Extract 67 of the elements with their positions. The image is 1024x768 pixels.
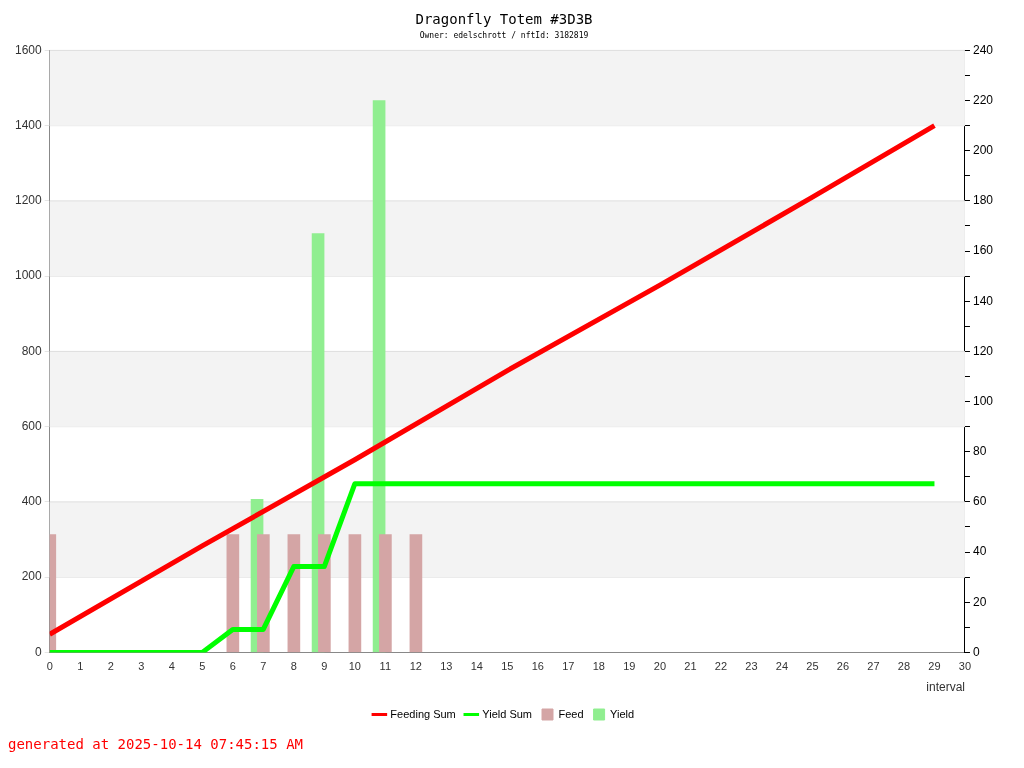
x-tick-label: 26 (836, 660, 850, 673)
bar (409, 534, 423, 653)
y-tick-label: 1200 (14, 193, 43, 208)
x-tick-label: 27 (867, 660, 880, 673)
x-tick-label: 30 (958, 660, 972, 673)
y2-tick-label: 200 (972, 143, 994, 158)
x-tick-label: 22 (714, 660, 728, 673)
x-tick-label: 21 (684, 660, 697, 673)
y2-tick-label: 0 (972, 644, 980, 659)
x-tick-label: 15 (501, 660, 514, 673)
x-tick-label: 10 (348, 660, 361, 673)
legend-label: Yield Sum (482, 707, 533, 720)
y-tick-label: 200 (21, 569, 43, 584)
x-tick-label: 8 (290, 660, 297, 673)
y2-tick-label: 140 (972, 293, 994, 308)
y-tick-label: 1400 (14, 117, 43, 132)
x-tick-label: 0 (46, 660, 53, 673)
bar (318, 534, 331, 653)
x-tick-label: 20 (653, 660, 667, 673)
y-tick-label: 600 (21, 418, 43, 433)
x-tick-label: 14 (470, 660, 483, 673)
x-tick-label: 28 (897, 660, 911, 673)
y2-tick-label: 220 (972, 92, 994, 107)
x-tick-label: 25 (806, 660, 819, 673)
x-tick-label: 4 (168, 660, 175, 673)
x-tick-label: 12 (409, 660, 422, 673)
x-axis-title: interval (926, 680, 965, 695)
text: generated at 2025-10-14 07:45:15 AM (8, 736, 304, 752)
x-tick-label: 18 (592, 660, 605, 673)
x-tick-label: 16 (531, 660, 544, 673)
y2-tick-label: 60 (972, 494, 987, 509)
y-tick-label: 1000 (14, 268, 43, 283)
chart-title: Dragonfly Totem #3D3B (415, 11, 593, 28)
chart-subtitle: Owner: edelschrott / nftId: 3182819 (419, 30, 589, 40)
x-tick-label: 9 (321, 660, 328, 673)
x-tick-label: 17 (562, 660, 575, 673)
x-tick-label: 13 (440, 660, 453, 673)
x-tick-label: 2 (107, 660, 114, 673)
bar (379, 534, 392, 653)
x-tick-label: 6 (229, 660, 236, 673)
y2-tick-label: 40 (972, 544, 987, 559)
y2-tick-label: 120 (972, 343, 994, 358)
x-tick-label: 5 (199, 660, 206, 673)
y-tick-label: 400 (21, 494, 43, 509)
y2-tick-label: 80 (972, 444, 987, 459)
x-tick-label: 3 (138, 660, 145, 673)
x-tick-label: 19 (623, 660, 636, 673)
y2-tick-label: 160 (972, 243, 994, 258)
y-tick-label: 0 (35, 644, 43, 659)
y-tick-label: 1600 (14, 42, 43, 57)
bar (257, 534, 270, 653)
bar (348, 534, 362, 653)
y-tick-label: 800 (21, 343, 43, 358)
legend-label: Feeding Sum (390, 707, 456, 720)
x-tick-label: 11 (379, 660, 392, 673)
y2-tick-label: 20 (972, 594, 987, 609)
bar (226, 534, 240, 653)
x-tick-label: 29 (928, 660, 941, 673)
legend-label: Yield (610, 707, 635, 720)
x-tick-label: 1 (77, 660, 84, 673)
y2-tick-label: 240 (972, 42, 994, 57)
x-tick-label: 23 (745, 660, 758, 673)
x-tick-label: 7 (260, 660, 267, 673)
legend-label: Feed (558, 707, 584, 720)
y2-tick-label: 180 (972, 193, 994, 208)
x-tick-label: 24 (775, 660, 789, 673)
y2-tick-label: 100 (972, 393, 994, 408)
